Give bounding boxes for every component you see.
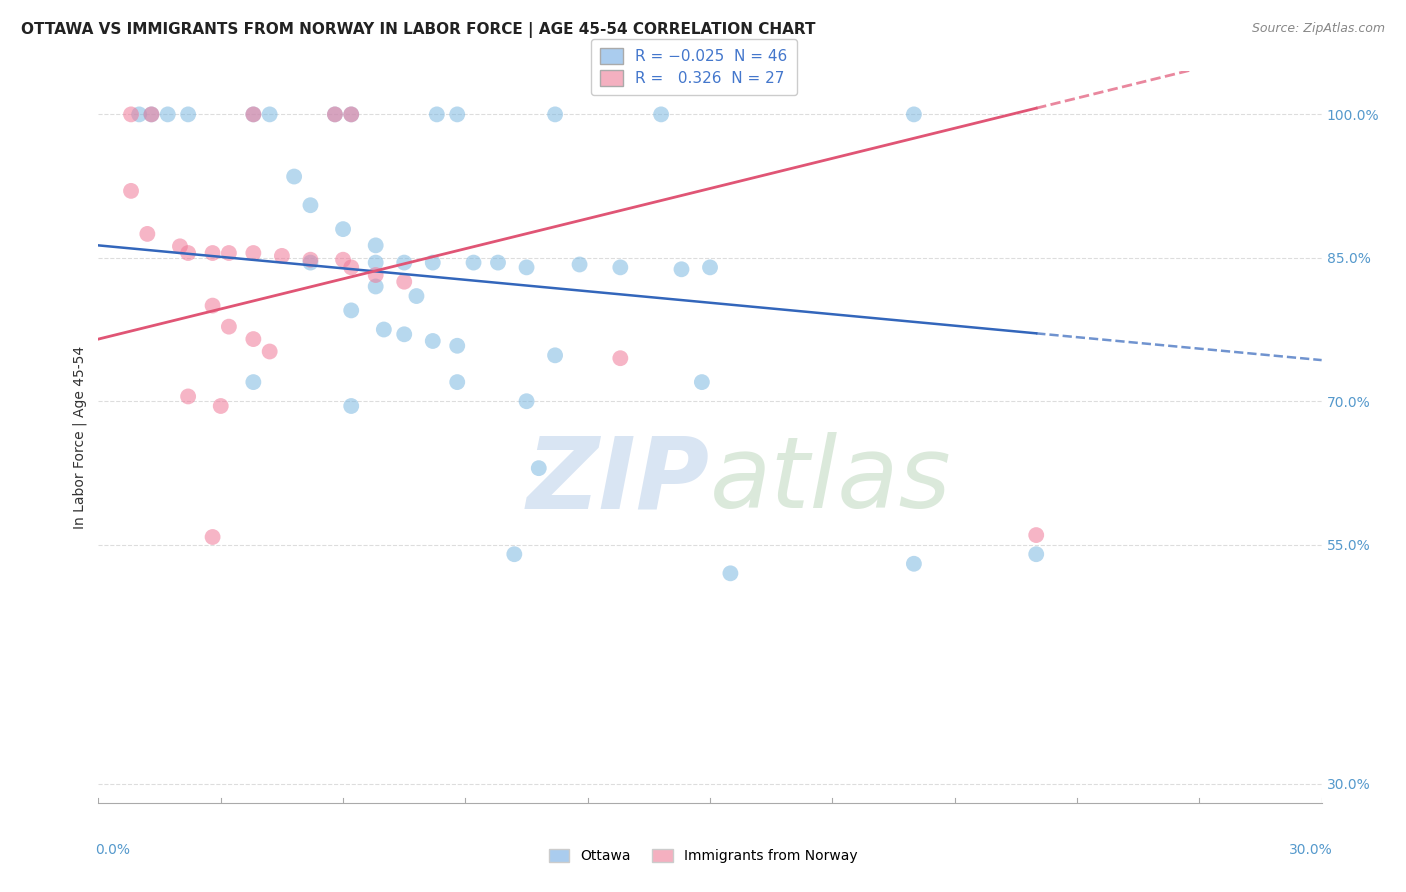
Point (446, 339, 468, 353)
Point (609, 351, 631, 366)
Point (364, 268, 387, 282)
Point (446, 375, 468, 389)
Point (446, 107, 468, 121)
Point (136, 227, 159, 241)
Text: OTTAWA VS IMMIGRANTS FROM NORWAY IN LABOR FORCE | AGE 45-54 CORRELATION CHART: OTTAWA VS IMMIGRANTS FROM NORWAY IN LABO… (21, 22, 815, 38)
Point (568, 258, 591, 272)
Point (141, 107, 163, 121)
Point (340, 260, 363, 275)
Point (242, 107, 264, 121)
Point (340, 303, 363, 318)
Point (373, 322, 395, 336)
Point (209, 399, 232, 413)
Point (516, 260, 538, 275)
Point (340, 107, 363, 121)
Point (120, 107, 142, 121)
Point (270, 249, 294, 263)
Point (141, 107, 163, 121)
Point (177, 107, 200, 121)
Point (1025, 528, 1047, 542)
Point (218, 319, 240, 334)
Point (516, 394, 538, 409)
Point (903, 107, 925, 121)
Point (299, 198, 322, 212)
Point (299, 255, 322, 269)
Point (405, 289, 427, 303)
Point (156, 107, 179, 121)
Point (242, 246, 264, 260)
Point (259, 344, 281, 359)
Point (332, 252, 354, 267)
Point (242, 107, 264, 121)
Point (544, 348, 567, 362)
Point (201, 530, 224, 544)
Point (364, 255, 387, 269)
Point (259, 107, 281, 121)
Point (169, 239, 191, 253)
Point (332, 222, 354, 236)
Point (486, 255, 509, 269)
Text: 30.0%: 30.0% (1289, 843, 1333, 857)
Point (650, 107, 672, 121)
Point (544, 107, 567, 121)
Point (699, 260, 721, 275)
Point (323, 107, 346, 121)
Point (120, 184, 142, 198)
Text: atlas: atlas (710, 433, 952, 530)
Point (463, 255, 485, 269)
Point (422, 334, 444, 348)
Point (392, 275, 416, 289)
Point (128, 107, 150, 121)
Point (364, 279, 387, 293)
Legend: Ottawa, Immigrants from Norway: Ottawa, Immigrants from Norway (543, 844, 863, 869)
Point (503, 547, 526, 561)
Text: Source: ZipAtlas.com: Source: ZipAtlas.com (1251, 22, 1385, 36)
Point (392, 327, 416, 342)
Point (903, 557, 925, 571)
Point (1025, 547, 1047, 561)
Point (671, 262, 693, 277)
Legend: R = −0.025  N = 46, R =   0.326  N = 27: R = −0.025 N = 46, R = 0.326 N = 27 (591, 39, 797, 95)
Point (218, 246, 240, 260)
Point (422, 255, 444, 269)
Text: ZIP: ZIP (527, 433, 710, 530)
Point (177, 246, 200, 260)
Point (201, 299, 224, 313)
Point (242, 375, 264, 389)
Point (201, 246, 224, 260)
Text: 0.0%: 0.0% (96, 843, 131, 857)
Point (718, 566, 742, 581)
Point (177, 389, 200, 403)
Point (242, 332, 264, 346)
Point (340, 107, 363, 121)
Point (426, 107, 449, 121)
Point (527, 461, 550, 475)
Point (283, 169, 305, 184)
Point (690, 375, 713, 389)
Point (299, 252, 322, 267)
Point (340, 399, 363, 413)
Point (392, 255, 416, 269)
Point (364, 238, 387, 252)
Y-axis label: In Labor Force | Age 45-54: In Labor Force | Age 45-54 (73, 345, 87, 529)
Point (323, 107, 346, 121)
Point (609, 260, 631, 275)
